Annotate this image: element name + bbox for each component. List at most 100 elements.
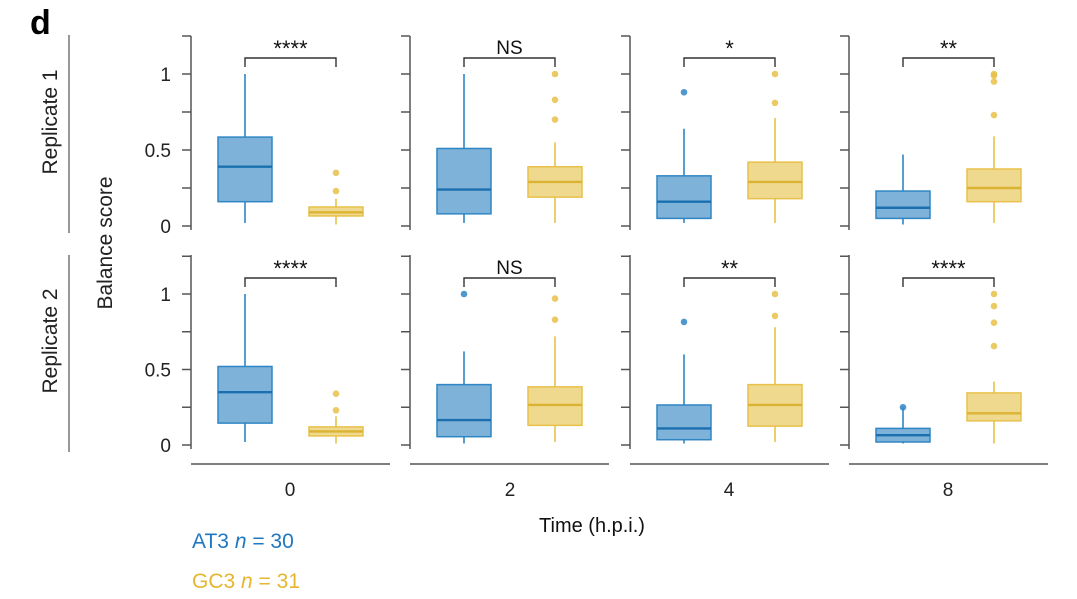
box-gc3: [966, 290, 1022, 444]
x-category-labels: 0 2 4 8: [285, 480, 954, 501]
row-label-replicate-1: Replicate 1: [39, 69, 62, 174]
boxplot-panel: *: [656, 36, 803, 223]
box-gc3: [527, 70, 583, 223]
outlier-point: [680, 318, 688, 326]
box-iqr: [966, 392, 1022, 422]
significance-label: ****: [273, 36, 308, 61]
outlier-point: [771, 70, 779, 78]
legend: AT3 n = 30 GC3 n = 31: [192, 530, 300, 593]
outlier-point: [551, 316, 559, 323]
box-iqr: [217, 365, 273, 424]
boxplot-panel: NS: [436, 258, 583, 444]
box-iqr: [436, 383, 492, 438]
significance-bracket: [683, 277, 776, 287]
y-tick-label: 0: [160, 436, 171, 457]
panel-r2-c0: 00.51: [145, 255, 192, 457]
box-iqr: [436, 147, 492, 215]
outlier-point: [990, 72, 998, 79]
outlier-point: [551, 96, 559, 104]
outlier-point: [460, 290, 468, 298]
legend-label-at3: AT3: [192, 530, 229, 553]
panel-letter: d: [30, 4, 51, 42]
legend-count-gc3: = 31: [253, 570, 300, 593]
outlier-point: [990, 111, 998, 119]
panel-r2-c3: [840, 255, 850, 449]
box-gc3: [966, 70, 1022, 223]
box-at3: [656, 318, 712, 444]
significance-label: NS: [496, 38, 522, 59]
outlier-point: [332, 169, 340, 177]
legend-item-gc3: GC3 n = 31: [192, 570, 300, 593]
significance-bracket: [463, 57, 556, 67]
significance-bracket: [463, 277, 556, 287]
box-gc3: [527, 295, 583, 442]
x-tick-label-2: 2: [505, 480, 516, 501]
box-gc3: [747, 290, 803, 442]
y-tick-label: 0.5: [145, 361, 171, 382]
box-gc3: [308, 169, 364, 225]
box-iqr: [217, 136, 273, 203]
box-iqr: [747, 161, 803, 200]
significance-label: ****: [931, 256, 966, 281]
y-tick-label: 0: [160, 217, 171, 238]
x-tick-label-8: 8: [943, 480, 954, 501]
y-tick-label: 1: [160, 65, 171, 86]
outlier-point: [771, 290, 779, 298]
box-iqr: [966, 168, 1022, 203]
boxplot-panel: **: [875, 36, 1022, 225]
panel-r2-c1: [401, 255, 411, 449]
box-at3: [436, 290, 492, 444]
box-at3: [436, 74, 492, 223]
outlier-point: [771, 99, 779, 107]
y-tick-label: 0.5: [145, 141, 171, 162]
outlier-point: [990, 302, 998, 310]
outlier-point: [332, 406, 340, 414]
box-at3: [217, 74, 273, 223]
y-axis-label: Balance score: [94, 176, 117, 309]
panel-r2-c2: [621, 255, 631, 449]
box-at3: [656, 88, 712, 223]
box-iqr: [656, 404, 712, 441]
box-iqr: [656, 175, 712, 220]
outlier-point: [551, 116, 559, 123]
box-gc3: [747, 70, 803, 223]
significance-label: *: [725, 36, 734, 61]
significance-label: ****: [273, 256, 308, 281]
outlier-point: [332, 390, 340, 397]
box-at3: [875, 154, 931, 225]
legend-count-at3: = 30: [247, 530, 294, 553]
boxplot-panel: ****: [217, 256, 364, 444]
x-tick-label-4: 4: [724, 480, 735, 501]
significance-label: **: [721, 256, 739, 281]
legend-n-gc3: n: [241, 570, 253, 593]
outlier-point: [551, 295, 559, 302]
panel-r1-c1: [401, 35, 411, 230]
outlier-point: [990, 342, 998, 350]
outlier-point: [990, 319, 998, 326]
boxplot-panel: ****: [217, 36, 364, 225]
significance-bracket: [244, 57, 337, 67]
boxplot-panel: **: [656, 256, 803, 444]
significance-bracket: [902, 277, 995, 287]
legend-item-at3: AT3 n = 30: [192, 530, 294, 553]
outlier-point: [771, 312, 779, 320]
outlier-point: [990, 290, 998, 298]
row-label-replicate-2: Replicate 2: [39, 288, 62, 393]
y-tick-label: 1: [160, 285, 171, 306]
outlier-point: [899, 403, 907, 411]
panel-r1-c2: [621, 35, 631, 230]
panel-r1-c0: 00.51: [145, 35, 192, 238]
boxplot-panel: NS: [436, 38, 583, 223]
outlier-point: [332, 187, 340, 195]
significance-bracket: [902, 57, 995, 67]
significance-label: NS: [496, 258, 522, 279]
x-axis-label: Time (h.p.i.): [539, 515, 645, 537]
box-at3: [217, 294, 273, 442]
box-iqr: [875, 190, 931, 220]
outlier-point: [551, 70, 559, 78]
significance-bracket: [683, 57, 776, 67]
x-tick-label-0: 0: [285, 480, 296, 501]
significance-label: **: [940, 36, 958, 61]
